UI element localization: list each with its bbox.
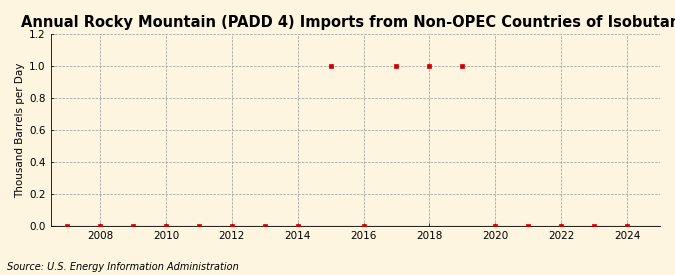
Text: Source: U.S. Energy Information Administration: Source: U.S. Energy Information Administ… [7, 262, 238, 272]
Y-axis label: Thousand Barrels per Day: Thousand Barrels per Day [15, 62, 25, 198]
Title: Annual Rocky Mountain (PADD 4) Imports from Non-OPEC Countries of Isobutane: Annual Rocky Mountain (PADD 4) Imports f… [21, 15, 675, 30]
